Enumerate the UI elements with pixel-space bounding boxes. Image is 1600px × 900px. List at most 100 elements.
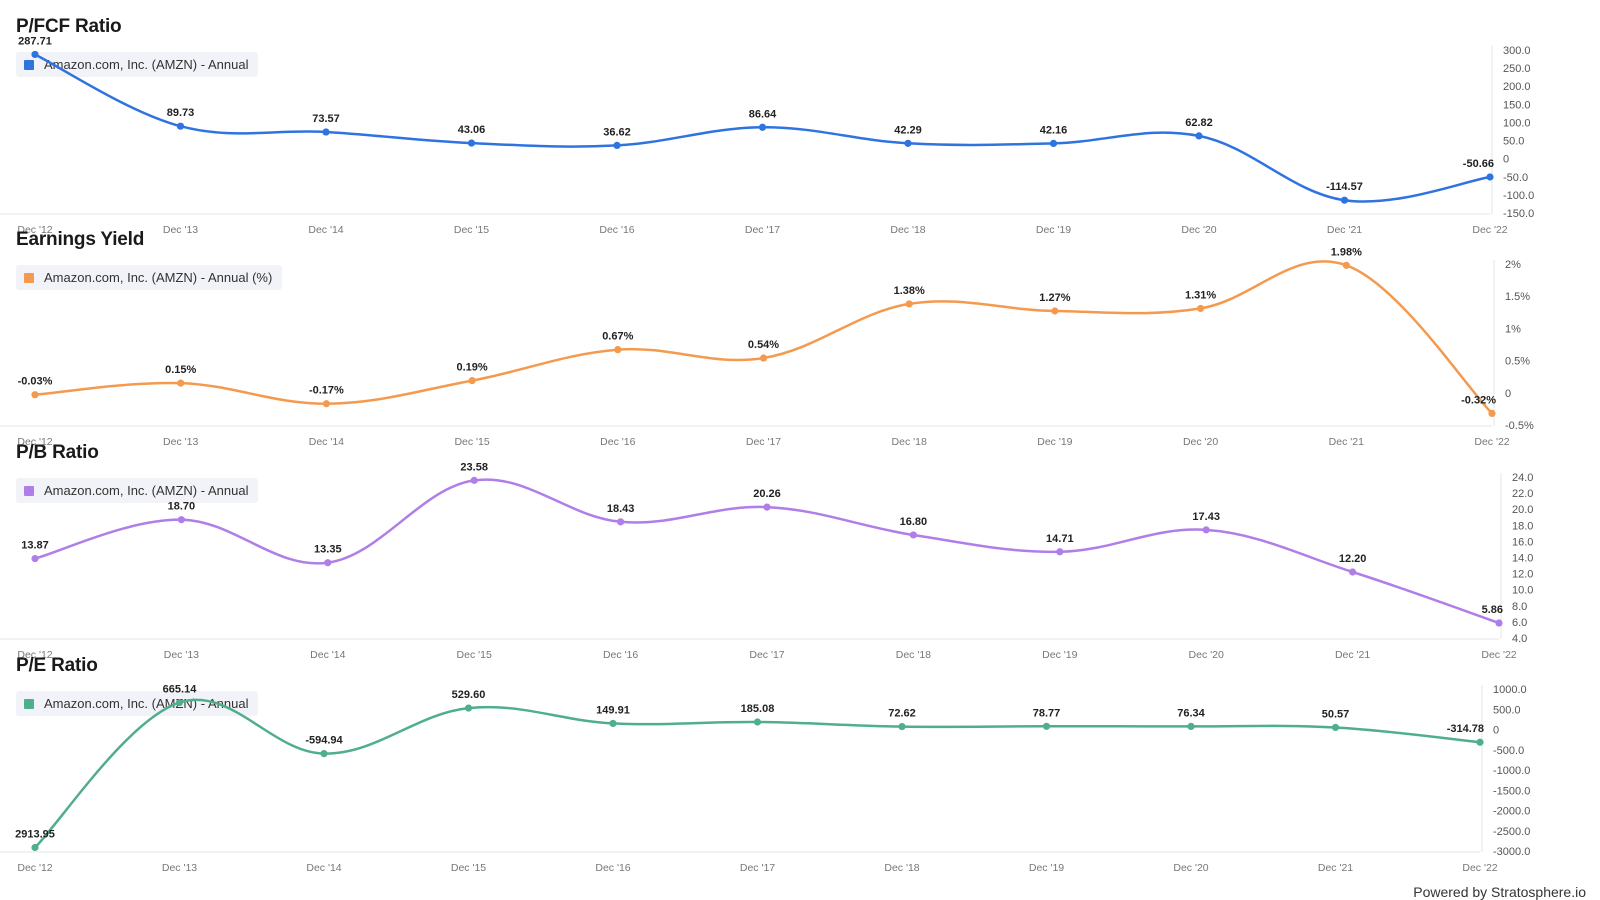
data-point[interactable] [464,704,473,712]
data-point[interactable] [1340,196,1349,204]
x-tick-label: Dec '18 [884,862,919,874]
y-tick-label: 500.0 [1493,704,1521,716]
x-tick-label: Dec '21 [1329,436,1364,448]
p-b-ratio-chart: P/B Ratio Amazon.com, Inc. (AMZN) - Annua… [0,426,1600,661]
data-point[interactable] [31,843,39,852]
earnings-yield-chart: Earnings Yield Amazon.com, Inc. (AMZN) - … [0,213,1600,448]
data-point[interactable] [175,698,184,707]
x-tick-label: Dec '19 [1042,649,1077,661]
data-label: -50.66 [1463,158,1494,170]
p-fcf-ratio-chart: P/FCF Ratio Amazon.com, Inc. (AMZN) - Ann… [0,0,1600,236]
data-point[interactable] [470,476,478,484]
data-label: 12.20 [1339,553,1367,565]
x-tick-label: Dec '14 [306,862,341,874]
data-point[interactable] [1488,409,1496,418]
data-label: -114.57 [1326,181,1363,193]
y-tick-label: 4.0 [1512,633,1527,645]
legend-label: Amazon.com, Inc. (AMZN) - Annual [44,57,249,72]
data-label: 62.82 [1185,117,1213,129]
data-point[interactable] [763,503,771,511]
data-point[interactable] [617,518,625,526]
data-point[interactable] [1349,568,1357,576]
data-label: 0.19% [456,362,487,374]
x-tick-label: Dec '17 [749,649,784,661]
data-point[interactable] [467,139,476,147]
p-e-ratio-plot: 1000.0 500.0 0 -500.0 -1000.0 -1500.0 -2000.0 -… [0,684,1530,874]
y-tick-label: 22.0 [1512,488,1533,500]
data-point[interactable] [324,559,332,567]
data-label: 18.43 [607,503,635,515]
y-tick-label: 24.0 [1512,472,1533,484]
p-fcf-ratio-title: P/FCF Ratio [16,16,122,37]
data-label: 20.26 [753,488,781,500]
y-tick-label: 300.0 [1503,45,1531,57]
data-label: 13.35 [314,544,342,556]
p-b-ratio-legend[interactable]: Amazon.com, Inc. (AMZN) - Annual [16,478,259,503]
data-point[interactable] [31,554,39,563]
x-tick-label: Dec '12 [17,436,52,448]
y-tick-label: -100.0 [1503,190,1534,202]
earnings-yield-series-line [33,260,1494,415]
data-point[interactable] [613,141,621,150]
data-point[interactable] [614,346,622,354]
data-point[interactable] [468,376,476,385]
x-tick-label: Dec '16 [595,862,630,874]
p-fcf-ratio-legend[interactable]: Amazon.com, Inc. (AMZN) - Annual [16,52,259,77]
x-tick-label: Dec '19 [1036,224,1071,236]
y-tick-label: 18.0 [1512,520,1533,532]
data-point[interactable] [320,749,328,758]
data-label: -0.17% [309,385,344,397]
data-point[interactable] [31,391,39,399]
data-point[interactable] [322,128,330,136]
y-tick-label: -150.0 [1503,208,1534,220]
data-point[interactable] [1197,304,1205,313]
data-point[interactable] [1495,619,1503,627]
y-tick-label: -2500.0 [1493,826,1530,838]
data-point[interactable] [898,722,906,731]
data-point[interactable] [909,531,918,539]
y-tick-label: 8.0 [1512,601,1527,613]
data-point[interactable] [1476,738,1484,746]
x-tick-label: Dec '22 [1462,862,1497,874]
data-point[interactable] [1042,722,1051,730]
x-tick-label: Dec '20 [1183,436,1218,448]
data-point[interactable] [1331,723,1340,732]
y-tick-label: 100.0 [1503,117,1531,129]
data-point[interactable] [1202,526,1210,534]
data-point[interactable] [31,50,39,59]
data-point[interactable] [1342,261,1350,269]
y-tick-label: 0 [1505,388,1511,400]
data-point[interactable] [176,122,185,130]
x-tick-label: Dec '22 [1472,224,1507,236]
data-point[interactable] [322,400,330,408]
data-point[interactable] [905,300,913,308]
footer-credit: Powered by Stratosphere.io [1413,884,1586,900]
data-point[interactable] [753,718,762,726]
x-tick-label: Dec '20 [1189,649,1224,661]
x-tick-label: Dec '18 [896,649,931,661]
x-tick-label: Dec '18 [892,436,927,448]
data-label: 0.54% [748,339,779,351]
data-point[interactable] [758,123,767,131]
y-tick-label: 1.5% [1505,291,1530,303]
legend-label: Amazon.com, Inc. (AMZN) - Annual [44,483,249,498]
data-point[interactable] [609,719,617,728]
data-point[interactable] [1486,173,1494,181]
data-point[interactable] [904,139,912,147]
p-b-ratio-series-line [33,478,1501,625]
data-label: 73.57 [312,113,340,125]
data-point[interactable] [1187,722,1195,731]
y-tick-label: -0.5% [1505,420,1534,432]
data-point[interactable] [1049,139,1058,147]
y-tick-label: 0 [1503,154,1509,166]
data-point[interactable] [1056,548,1064,556]
data-point[interactable] [1195,132,1203,140]
earnings-yield-legend[interactable]: Amazon.com, Inc. (AMZN) - Annual (%) [16,265,283,290]
data-point[interactable] [177,379,185,387]
legend-swatch-icon [24,272,34,283]
data-label: 18.70 [168,501,196,513]
x-tick-label: Dec '15 [457,649,492,661]
data-point[interactable] [759,354,768,362]
data-point[interactable] [177,516,185,524]
data-point[interactable] [1051,307,1059,315]
